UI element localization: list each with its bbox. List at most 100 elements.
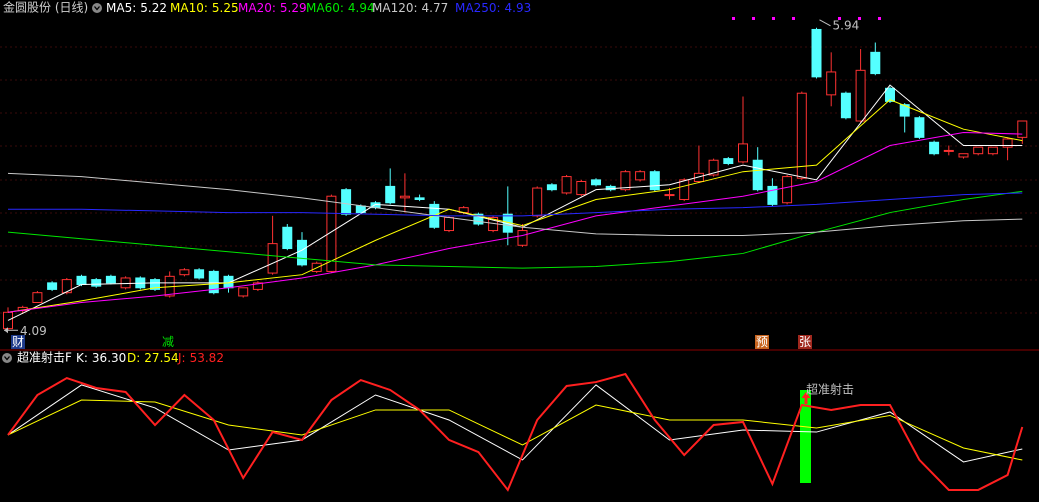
dot xyxy=(792,17,795,20)
candle-body xyxy=(826,71,837,96)
legend-entry: MA20: 5.29 xyxy=(238,1,307,15)
legend-name: MA5: xyxy=(106,1,136,15)
candle-body xyxy=(546,184,557,191)
candle-body xyxy=(282,226,293,250)
marker: 预 xyxy=(756,335,768,349)
candle-body xyxy=(105,275,116,284)
min-pointer-head xyxy=(4,327,8,334)
legend-entry: MA60: 4.94 xyxy=(306,1,375,15)
max-pointer xyxy=(819,19,831,27)
candle-body xyxy=(899,104,910,117)
candle-body xyxy=(473,213,484,225)
candle-body xyxy=(591,179,601,186)
dot xyxy=(752,17,755,20)
legend-name: J: xyxy=(177,351,186,365)
signal-label: 超准射击 xyxy=(806,382,854,397)
candle-body xyxy=(635,171,646,181)
candle-body xyxy=(444,216,454,232)
candle-body xyxy=(782,176,793,204)
legend-value: 5.22 xyxy=(140,1,167,15)
legend-name: MA20: xyxy=(238,1,276,15)
legend-name: MA250: xyxy=(455,1,501,15)
dot xyxy=(878,17,881,20)
candle-body xyxy=(738,143,748,163)
candle-body xyxy=(958,153,969,158)
candle-body xyxy=(252,282,263,290)
marker-box xyxy=(755,335,769,349)
candle-body xyxy=(855,69,866,122)
candle-body xyxy=(796,92,807,179)
legend-name: MA60: xyxy=(306,1,344,15)
legend-value: 4.94 xyxy=(348,1,375,15)
candle-body xyxy=(208,270,219,294)
top-dots xyxy=(732,17,881,20)
legend-entry: MA250: 4.93 xyxy=(455,1,531,15)
min-label: 4.09 xyxy=(20,324,47,338)
candle-body xyxy=(576,181,587,196)
marker-box xyxy=(161,335,175,349)
marker: 减 xyxy=(162,335,174,349)
dot xyxy=(772,17,775,20)
candle-body xyxy=(32,292,43,303)
legend-entry: MA120: 4.77 xyxy=(372,1,448,15)
legend-entry: MA10: 5.25 xyxy=(170,1,239,15)
candle-body xyxy=(47,282,58,290)
legend-value: 5.25 xyxy=(212,1,239,15)
menu-icon-arrow xyxy=(94,6,100,11)
candle-body xyxy=(194,269,205,279)
line-3 xyxy=(7,190,1023,269)
candle-body xyxy=(414,197,425,200)
legend-name: D: xyxy=(127,351,140,365)
candle-body xyxy=(664,194,675,197)
line-2 xyxy=(7,131,1023,313)
candle-body xyxy=(532,187,543,217)
candle-body xyxy=(91,279,102,287)
candle-body xyxy=(767,185,778,205)
menu-icon[interactable] xyxy=(2,353,12,363)
candle-body xyxy=(840,92,851,119)
legend-name: MA10: xyxy=(170,1,208,15)
candle-body xyxy=(1002,138,1013,148)
line-1 xyxy=(7,99,1023,313)
legend-value: 4.77 xyxy=(422,1,449,15)
candle-body xyxy=(708,159,719,176)
candle-body xyxy=(385,185,396,204)
indicator-title: 超准射击F xyxy=(17,350,72,365)
candle-body xyxy=(399,195,410,199)
candle-body xyxy=(870,51,881,75)
candle-body xyxy=(679,179,690,200)
dot xyxy=(732,17,735,20)
marker: 财 xyxy=(12,335,24,349)
candle-body xyxy=(929,141,940,155)
line-0 xyxy=(7,84,1023,321)
line-5 xyxy=(8,192,1023,217)
line-4 xyxy=(7,172,1023,236)
line-0 xyxy=(7,384,1023,463)
candle-body xyxy=(885,87,895,102)
candle-body xyxy=(341,189,352,215)
menu-icon[interactable] xyxy=(92,3,102,13)
candle-body xyxy=(267,243,278,274)
candle-body xyxy=(1017,120,1028,138)
candle-body xyxy=(973,146,984,155)
legend-entry: D: 27.54 xyxy=(127,351,179,365)
candle-body xyxy=(517,230,528,246)
candle-body xyxy=(649,171,660,191)
legend-entry: K: 36.30 xyxy=(76,351,126,365)
legend-value: 36.30 xyxy=(92,351,126,365)
legend-entry: J: 53.82 xyxy=(177,351,224,365)
candle-body xyxy=(943,149,954,152)
candle-body xyxy=(76,275,87,286)
legend-value: 53.82 xyxy=(190,351,224,365)
dot xyxy=(838,17,841,20)
signal-bar xyxy=(800,390,811,483)
guides xyxy=(0,46,1039,314)
dot xyxy=(858,17,861,20)
candle-body xyxy=(238,287,249,297)
menu-icon-arrow xyxy=(4,356,10,361)
legend-value: 4.93 xyxy=(505,1,532,15)
candle-body xyxy=(987,146,998,155)
line-1 xyxy=(7,399,1023,461)
